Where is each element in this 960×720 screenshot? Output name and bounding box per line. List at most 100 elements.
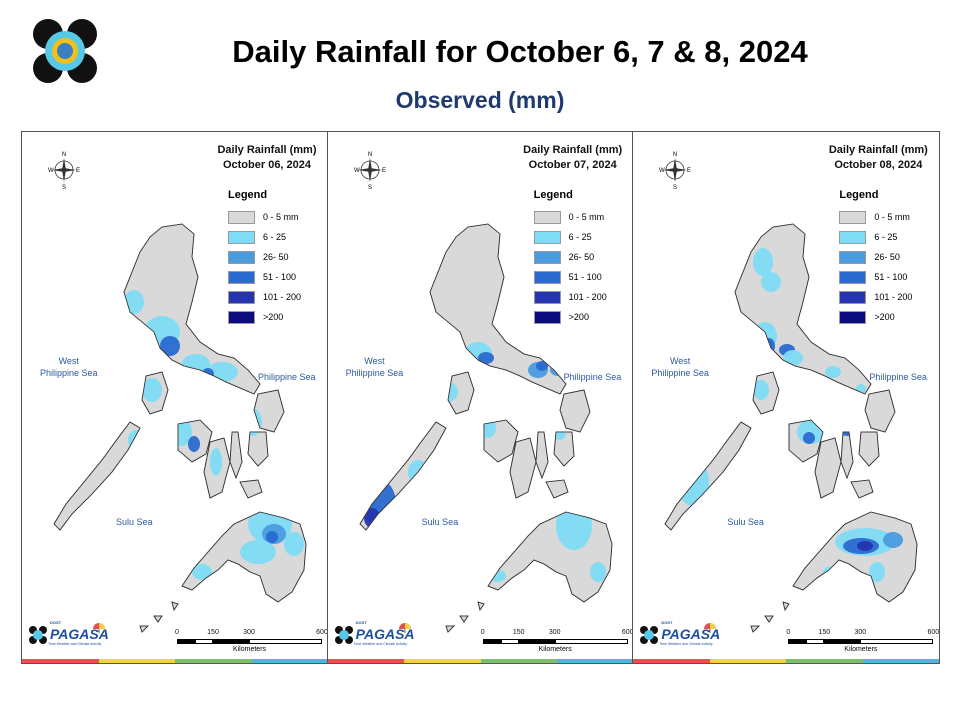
- legend-swatch: [839, 230, 867, 244]
- island-shape: [750, 601, 790, 633]
- rainfall-area: [188, 436, 200, 452]
- rainfall-area: [753, 248, 774, 276]
- island-outline: [553, 431, 575, 467]
- scale-segment: [518, 639, 555, 644]
- island-outline: [123, 223, 261, 395]
- legend-swatch: [228, 210, 255, 224]
- scale-tick-label: 600: [927, 629, 940, 636]
- pagasa-wordmark: PAGASA: [355, 626, 415, 642]
- panel-title-label: Daily Rainfall (mm): [217, 144, 317, 156]
- stripe-segment: [251, 659, 327, 663]
- island-outline: [792, 511, 918, 603]
- legend-swatch: [533, 230, 561, 244]
- rainfall-area: [869, 562, 886, 582]
- legend-label: 101 - 200: [874, 292, 913, 302]
- east-sea-label-block: Philippine Sea: [869, 371, 927, 383]
- island-outline: [247, 431, 269, 467]
- island-outline: [239, 479, 263, 499]
- compass-s: S: [62, 185, 66, 190]
- west-sea-line1: West: [364, 356, 385, 366]
- legend-label: 0 - 5 mm: [874, 212, 910, 222]
- legend-swatch: [228, 250, 255, 264]
- scale-segment: [788, 639, 807, 644]
- rainfall-area: [363, 508, 380, 528]
- island-outline: [752, 371, 780, 415]
- scale-tick-label: 150: [512, 629, 525, 636]
- rainfall-map-panel-oct08: Daily Rainfall (mm) October 08, 2024 N S W…: [633, 132, 940, 663]
- sulu-sea-label-block: Sulu Sea: [116, 516, 153, 528]
- legend-item: 26- 50: [833, 247, 933, 267]
- scale-segment: [177, 639, 195, 644]
- west-sea-line1: West: [669, 356, 691, 366]
- rainfall-area: [883, 532, 904, 548]
- panel-title-label: Daily Rainfall (mm): [523, 144, 623, 156]
- legend-swatch: [533, 270, 561, 284]
- compass-n: N: [673, 152, 677, 158]
- island-outline: [445, 601, 485, 633]
- scale-segment: [554, 639, 628, 644]
- scale-segment: [195, 639, 213, 644]
- stripe-segment: [633, 659, 710, 663]
- stripe-segment: [786, 659, 863, 663]
- panel-title: Daily Rainfall (mm) October 08, 2024: [819, 143, 937, 173]
- rainfall-area: [192, 564, 212, 580]
- legend-swatch: [228, 310, 255, 324]
- legend-title: Legend: [839, 189, 879, 201]
- rainfall-area: [284, 532, 304, 556]
- legend-label: 6 - 25: [874, 232, 898, 242]
- rainfall-area: [142, 378, 162, 402]
- rainfall-area: [477, 352, 494, 364]
- legend-label: 51 - 100: [874, 272, 908, 282]
- island-outline: [141, 371, 169, 415]
- stripe-segment: [175, 659, 252, 663]
- legend-label: 6 - 25: [568, 232, 592, 242]
- compass-e: E: [76, 168, 80, 174]
- rainfall-area: [240, 540, 276, 564]
- rainfall-area: [128, 430, 144, 450]
- island-outline: [447, 371, 475, 415]
- island-outline: [535, 431, 549, 480]
- scale-segment: [482, 639, 501, 644]
- dost-label: DOST: [355, 620, 367, 625]
- stripe-segment: [557, 659, 633, 663]
- scale-segment: [500, 639, 519, 644]
- legend-swatch: [228, 230, 255, 244]
- west-sea-line2: Philippine Sea: [40, 368, 98, 378]
- sulu-sea-label: Sulu Sea: [727, 517, 764, 527]
- island-outline: [203, 437, 231, 499]
- island-outline: [483, 419, 519, 463]
- panel-date: October 06, 2024: [222, 159, 312, 171]
- legend-label: 51 - 100: [568, 272, 602, 282]
- compass-w: W: [48, 168, 54, 174]
- island-outline: [559, 389, 591, 433]
- legend-swatch: [533, 290, 561, 304]
- compass-n: N: [62, 152, 66, 158]
- pagasa-emblem-icon: [334, 626, 353, 644]
- island-outline: [253, 389, 285, 433]
- scale-bar: 0 150 300 600 Kilometers: [481, 629, 633, 659]
- scale-unit: Kilometers: [538, 646, 572, 653]
- legend-item: >200: [222, 307, 322, 327]
- legend-item: 0 - 5 mm: [222, 207, 322, 227]
- pagasa-logo: DOST PAGASA Time Weather and Climate Activ…: [334, 620, 415, 650]
- compass-w: W: [354, 168, 360, 174]
- west-sea-line1: West: [58, 356, 79, 366]
- legend-swatch: [839, 310, 867, 324]
- color-stripe: [22, 659, 327, 663]
- pagasa-emblem-icon: [640, 626, 659, 644]
- rainfall-area: [803, 432, 816, 444]
- island-outline: [545, 479, 569, 499]
- scale-segment: [824, 639, 861, 644]
- legend-item: >200: [528, 307, 628, 327]
- legend-swatch: [533, 210, 561, 224]
- panel-title: Daily Rainfall (mm) October 06, 2024: [208, 143, 326, 173]
- legend-title: Legend: [228, 189, 268, 201]
- island-outline: [429, 223, 567, 395]
- panel-date: October 07, 2024: [528, 159, 617, 171]
- compass-s: S: [368, 185, 372, 190]
- legend-swatch: [839, 290, 867, 304]
- legend-item: 0 - 5 mm: [833, 207, 933, 227]
- legend-label: 51 - 100: [263, 272, 297, 282]
- scale-tick-label: 600: [621, 629, 634, 636]
- legend-swatch: [839, 250, 867, 264]
